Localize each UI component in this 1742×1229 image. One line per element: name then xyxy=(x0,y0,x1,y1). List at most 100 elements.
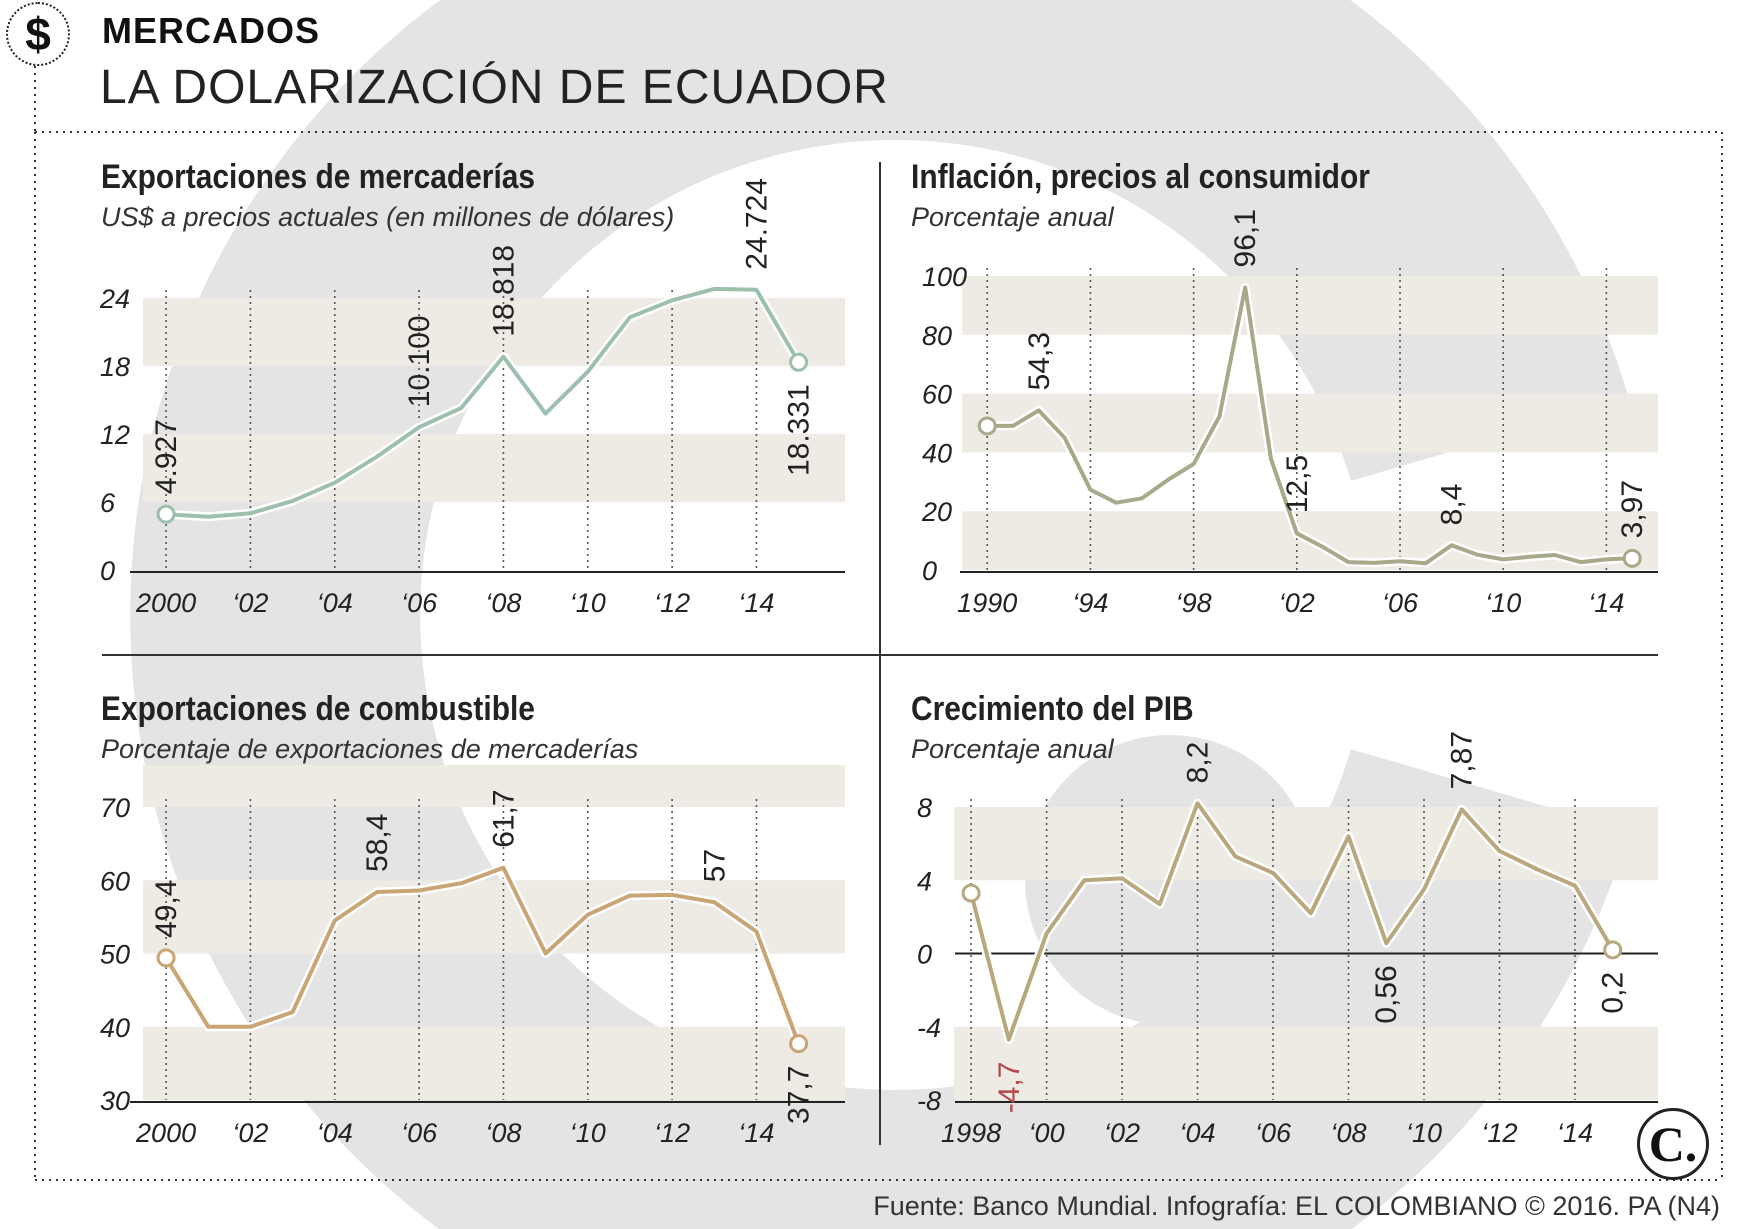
endpoint-marker xyxy=(961,883,981,903)
chart-subtitle-pib: Porcentaje anual xyxy=(911,734,1114,764)
source-credit: Fuente: Banco Mundial. Infografía: EL CO… xyxy=(873,1191,1720,1221)
chart-band xyxy=(143,765,845,807)
x-tick-label: ‘14 xyxy=(1588,588,1624,618)
x-tick-label: ‘02 xyxy=(1104,1118,1140,1148)
x-tick-label: 1998 xyxy=(941,1118,1001,1148)
data-label: 10.100 xyxy=(403,315,436,407)
y-tick-label: 70 xyxy=(100,793,130,823)
dollar-sign-icon: $ xyxy=(6,2,70,66)
data-label: -4,7 xyxy=(993,1062,1026,1114)
data-label: 49,4 xyxy=(150,880,183,938)
logo-c-ring xyxy=(130,0,1629,1229)
series-line xyxy=(987,285,1633,566)
x-tick-label: ‘12 xyxy=(654,1118,690,1148)
chart-band xyxy=(143,1026,845,1100)
x-tick-label: ‘04 xyxy=(1180,1118,1216,1148)
x-tick-label: ‘04 xyxy=(317,1118,353,1148)
y-tick-label: 40 xyxy=(922,438,952,468)
data-label: 0,56 xyxy=(1370,965,1403,1023)
chart-band xyxy=(962,393,1658,453)
x-tick-label: ‘06 xyxy=(1382,588,1419,618)
y-tick-label: 40 xyxy=(100,1013,130,1043)
chart-title-inflacion: Inflación, precios al consumidor xyxy=(911,158,1370,196)
x-tick-label: 2000 xyxy=(135,588,196,618)
x-tick-label: ‘04 xyxy=(317,588,353,618)
endpoint-marker xyxy=(156,504,176,524)
y-tick-label: 12 xyxy=(100,420,130,450)
x-tick-label: ‘12 xyxy=(654,588,690,618)
data-label: 61,7 xyxy=(487,789,520,847)
y-tick-label: 0 xyxy=(100,556,115,586)
data-label: 57 xyxy=(698,849,731,882)
x-tick-label: ‘10 xyxy=(1406,1118,1442,1148)
data-label: 37,7 xyxy=(783,1066,816,1124)
y-tick-label: 24 xyxy=(99,284,130,314)
endpoint-marker xyxy=(789,1034,809,1054)
chart-subtitle-mercaderias: US$ a precios actuales (en millones de d… xyxy=(101,202,675,232)
y-tick-label: 6 xyxy=(100,488,116,518)
y-tick-label: 20 xyxy=(921,497,952,527)
data-label: 58,4 xyxy=(361,814,394,872)
data-label: 4.927 xyxy=(150,419,183,494)
chart-subtitle-combustible: Porcentaje de exportaciones de mercaderí… xyxy=(101,734,639,764)
x-tick-label: ‘98 xyxy=(1176,588,1212,618)
y-tick-label: 100 xyxy=(922,262,967,292)
series-line xyxy=(164,865,801,1045)
endpoint-marker xyxy=(156,948,176,968)
data-label: 8,2 xyxy=(1182,742,1215,784)
x-tick-label: ‘06 xyxy=(401,1118,438,1148)
x-tick-label: ‘14 xyxy=(738,1118,774,1148)
data-label: 18.818 xyxy=(487,245,520,337)
y-tick-label: 60 xyxy=(100,866,130,896)
el-colombiano-logo-badge: C. xyxy=(1637,1108,1709,1180)
endpoint-marker xyxy=(977,416,997,436)
x-tick-label: ‘02 xyxy=(232,1118,268,1148)
x-tick-label: ‘02 xyxy=(232,588,268,618)
series-line xyxy=(969,801,1615,1042)
y-tick-label: -8 xyxy=(917,1086,941,1116)
page-title: LA DOLARIZACIÓN DE ECUADOR xyxy=(100,61,889,114)
x-tick-label: ‘10 xyxy=(570,1118,606,1148)
x-tick-label: ‘08 xyxy=(485,1118,521,1148)
endpoint-marker xyxy=(1603,940,1623,960)
frame xyxy=(34,66,1723,1181)
x-tick-label: 2000 xyxy=(135,1118,196,1148)
chart-band xyxy=(143,298,845,366)
chart-mercaderias: 0 6 12 18 24 2000 ‘02 ‘04 ‘06 ‘08 ‘10 ‘12 ‘14 4.927 10… xyxy=(99,178,845,618)
x-tick-label: 1990 xyxy=(957,588,1017,618)
x-tick-label: ‘08 xyxy=(485,588,521,618)
data-label: 54,3 xyxy=(1023,332,1056,390)
chart-subtitle-inflacion: Porcentaje anual xyxy=(911,202,1114,232)
x-tick-label: ‘10 xyxy=(570,588,606,618)
x-tick-label: ‘14 xyxy=(1557,1118,1593,1148)
data-label: 24.724 xyxy=(740,178,773,270)
chart-pib: -8 -4 0 4 8 1998 ‘00 ‘02 ‘04 ‘06 ‘08 ‘10 ‘12 ‘14 -4,7 8… xyxy=(917,731,1658,1148)
x-tick-label: ‘00 xyxy=(1029,1118,1065,1148)
y-tick-label: 18 xyxy=(100,352,130,382)
y-tick-label: 4 xyxy=(917,866,932,896)
x-tick-label: ‘06 xyxy=(1255,1118,1292,1148)
series-line xyxy=(165,286,801,519)
chart-title-combustible: Exportaciones de combustible xyxy=(101,690,535,728)
x-tick-label: ‘08 xyxy=(1331,1118,1367,1148)
y-tick-label: -4 xyxy=(917,1013,941,1043)
x-tick-label: ‘02 xyxy=(1279,588,1315,618)
data-label: 96,1 xyxy=(1229,209,1262,267)
chart-title-pib: Crecimiento del PIB xyxy=(911,690,1194,728)
endpoint-marker xyxy=(1622,548,1642,568)
x-tick-label: ‘94 xyxy=(1072,588,1108,618)
chart-band xyxy=(143,434,845,502)
data-label: 3,97 xyxy=(1616,480,1649,538)
chart-title-mercaderias: Exportaciones de mercaderías xyxy=(101,158,536,196)
chart-combustible: 30 40 50 60 70 2000 ‘02 ‘04 ‘06 ‘08 ‘10 ‘12 ‘14 49,4 5… xyxy=(100,765,845,1148)
y-tick-label: 0 xyxy=(917,940,932,970)
data-label: 18.331 xyxy=(783,384,816,476)
y-tick-label: 60 xyxy=(922,380,952,410)
chart-inflacion: 0 20 40 60 80 100 1990 ‘94 ‘98 ‘02 ‘06 ‘10 ‘14 54,3 96… xyxy=(921,209,1658,618)
x-tick-label: ‘14 xyxy=(738,588,774,618)
y-tick-label: 8 xyxy=(917,793,932,823)
endpoint-marker xyxy=(789,352,809,372)
x-tick-label: ‘06 xyxy=(401,588,438,618)
y-tick-label: 0 xyxy=(922,556,937,586)
